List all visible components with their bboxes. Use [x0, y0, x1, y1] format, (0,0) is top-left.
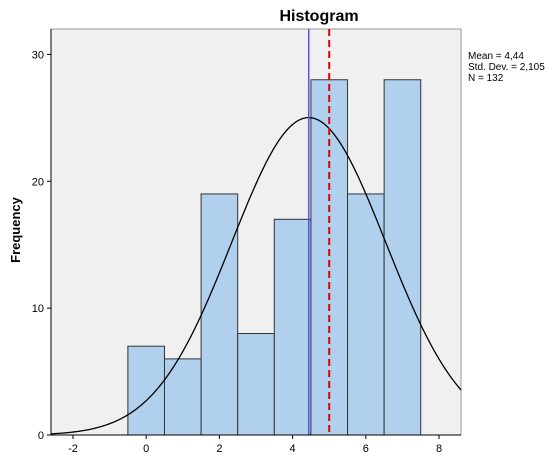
y-axis-label: Frequency — [8, 196, 23, 263]
x-tick-label: 8 — [436, 443, 442, 455]
axes-group: 0 10 20 30 -2 0 2 4 6 8 — [32, 29, 461, 455]
histogram-bar-1 — [163, 358, 202, 436]
y-tick-label: 30 — [32, 49, 44, 61]
x-tick-label: 0 — [143, 443, 149, 455]
histogram-bar-4 — [273, 218, 312, 436]
histogram-bar-3 — [237, 333, 275, 436]
x-tick-label: -2 — [68, 443, 78, 455]
y-tick-label: 20 — [32, 176, 44, 188]
x-tick-label: 6 — [363, 443, 369, 455]
stat-line: N = 132 — [468, 73, 504, 84]
histogram-bar-6 — [347, 193, 385, 436]
histogram-bar-2 — [200, 193, 239, 436]
reference-lines-group — [307, 29, 331, 435]
stat-line: Mean = 4,44 — [468, 51, 524, 62]
x-tick-label: 4 — [290, 443, 296, 455]
y-tick-label: 10 — [32, 303, 44, 315]
bars-group — [127, 79, 422, 436]
chart-title: Histogram — [279, 8, 358, 25]
normal-curve — [50, 116, 462, 435]
y-tick-label: 0 — [38, 430, 44, 442]
x-tick-label: 2 — [216, 443, 222, 455]
stat-line: Std. Dev. = 2,105 — [468, 62, 545, 73]
normal-curve-group — [50, 116, 462, 435]
histogram-bar-0 — [127, 345, 165, 436]
histogram-bar-7 — [383, 79, 422, 436]
